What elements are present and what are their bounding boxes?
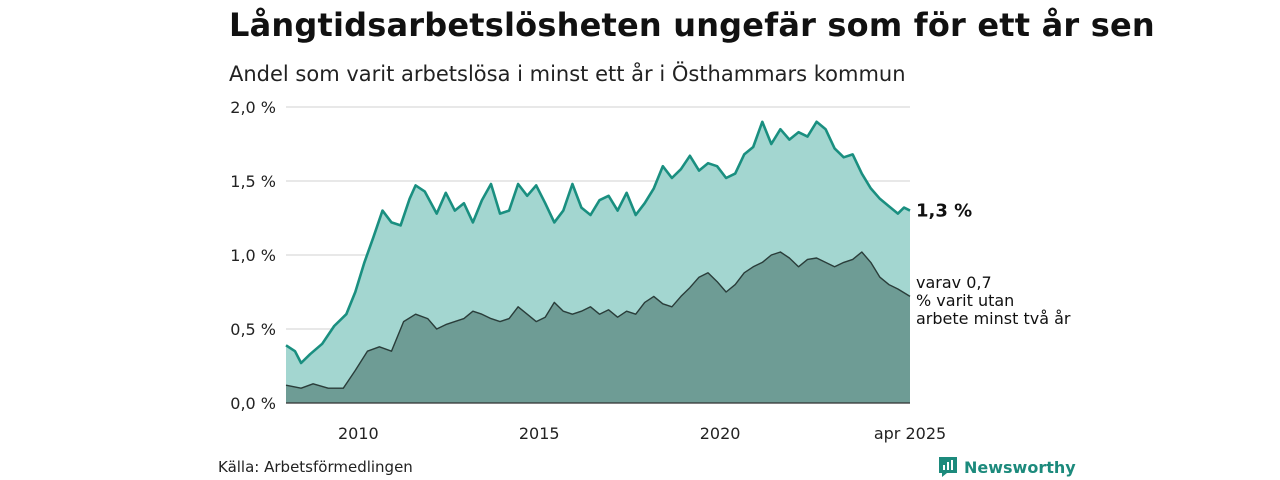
- sub-end-label: varav 0,7% varit utan arbete minst två år: [916, 273, 1071, 328]
- y-tick-label: 1,5 %: [230, 172, 276, 191]
- newsworthy-logo[interactable]: Newsworthy: [938, 456, 1076, 478]
- x-tick-label: apr 2025: [874, 424, 946, 443]
- source-note: Källa: Arbetsförmedlingen: [218, 458, 413, 476]
- chart-title: Långtidsarbetslösheten ungefär som för e…: [229, 6, 1155, 44]
- y-tick-label: 0,5 %: [230, 320, 276, 339]
- series-area-sub: [286, 252, 910, 403]
- y-tick-label: 0,0 %: [230, 394, 276, 413]
- x-tick-label: 2015: [519, 424, 560, 443]
- series-line-sub: [285, 251, 911, 389]
- chart-subtitle: Andel som varit arbetslösa i minst ett å…: [229, 62, 906, 86]
- y-tick-label: 1,0 %: [230, 246, 276, 265]
- series-line-total: [285, 120, 911, 365]
- x-tick-label: 2010: [338, 424, 379, 443]
- bar-chart-icon: [939, 457, 957, 477]
- y-tick-label: 2,0 %: [230, 98, 276, 117]
- x-tick-label: 2020: [700, 424, 741, 443]
- total-end-label: 1,3 %: [916, 201, 972, 222]
- logo-text: Newsworthy: [964, 457, 1076, 477]
